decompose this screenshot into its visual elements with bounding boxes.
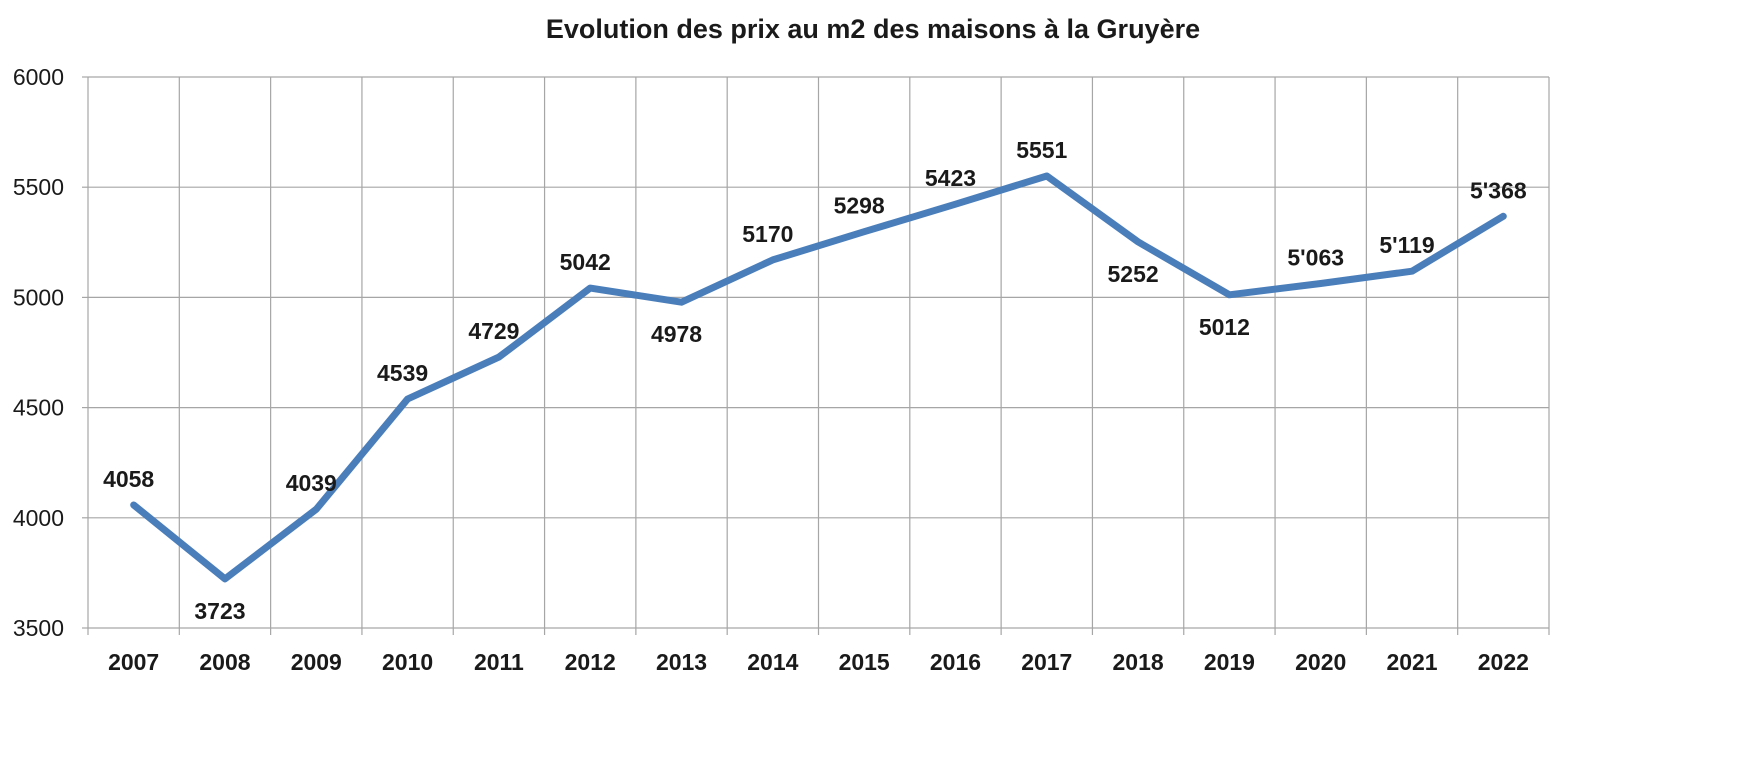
data-point [1136,239,1141,244]
data-point [1410,269,1415,274]
x-tick-label: 2013 [656,649,707,675]
x-tick-label: 2015 [839,649,890,675]
data-label: 5423 [925,165,976,191]
series-line [130,172,1507,583]
data-point [1044,173,1049,178]
x-tick-label: 2012 [565,649,616,675]
data-labels: 4058 3723 4039 4539 4729 5042 4978 5170 5298 5423… [103,137,1527,624]
x-tick-label: 2010 [382,649,433,675]
data-label: 5'063 [1287,245,1344,271]
data-label: 4978 [651,321,702,347]
data-label: 5170 [742,221,793,247]
data-label: 4729 [468,318,519,344]
x-tick-label: 2011 [474,649,524,675]
x-tick-label: 2008 [199,649,250,675]
data-label: 5298 [834,193,885,219]
y-tick-label: 4500 [13,395,64,421]
x-tick-label: 2017 [1021,649,1072,675]
data-point [222,576,227,581]
x-tick-label: 2018 [1113,649,1164,675]
y-tick-label: 6000 [13,64,64,90]
data-point [770,257,775,262]
data-point [131,503,136,508]
data-label: 5042 [560,249,611,275]
data-point [1318,281,1323,286]
data-point [862,229,867,234]
y-tick-label: 5000 [13,284,64,310]
data-label: 3723 [194,598,245,624]
data-label: 5'368 [1470,177,1527,203]
chart-title: Evolution des prix au m2 des maisons à l… [545,14,1201,44]
x-tick-label: 2019 [1204,649,1255,675]
data-point [588,286,593,291]
y-tick-label: 3500 [13,615,64,641]
y-tick-label: 5500 [13,174,64,200]
data-point [496,355,501,360]
data-label: 4039 [286,470,337,496]
data-point [953,202,958,207]
grid-lines [87,76,1550,629]
series-layer [130,172,1507,583]
x-tick-label: 2020 [1295,649,1346,675]
data-point [679,300,684,305]
x-tick-label: 2016 [930,649,981,675]
data-label: 5'119 [1379,232,1434,258]
x-tick-label: 2007 [108,649,159,675]
data-label: 5252 [1108,261,1159,287]
data-point [405,397,410,402]
x-tick-label: 2021 [1386,649,1437,675]
x-tick-label: 2009 [291,649,342,675]
data-point [1227,292,1232,297]
x-tick-label: 2014 [747,649,798,675]
data-point [1501,214,1506,219]
data-point [314,507,319,512]
data-label: 5012 [1199,314,1250,340]
data-label: 4539 [377,360,428,386]
x-tick-label: 2022 [1478,649,1529,675]
y-tick-label: 4000 [13,505,64,531]
data-label: 4058 [103,466,154,492]
axes: 3500 4000 4500 5000 5500 6000 2007 2008 2009 2010… [13,64,1550,675]
data-label: 5551 [1016,137,1067,163]
